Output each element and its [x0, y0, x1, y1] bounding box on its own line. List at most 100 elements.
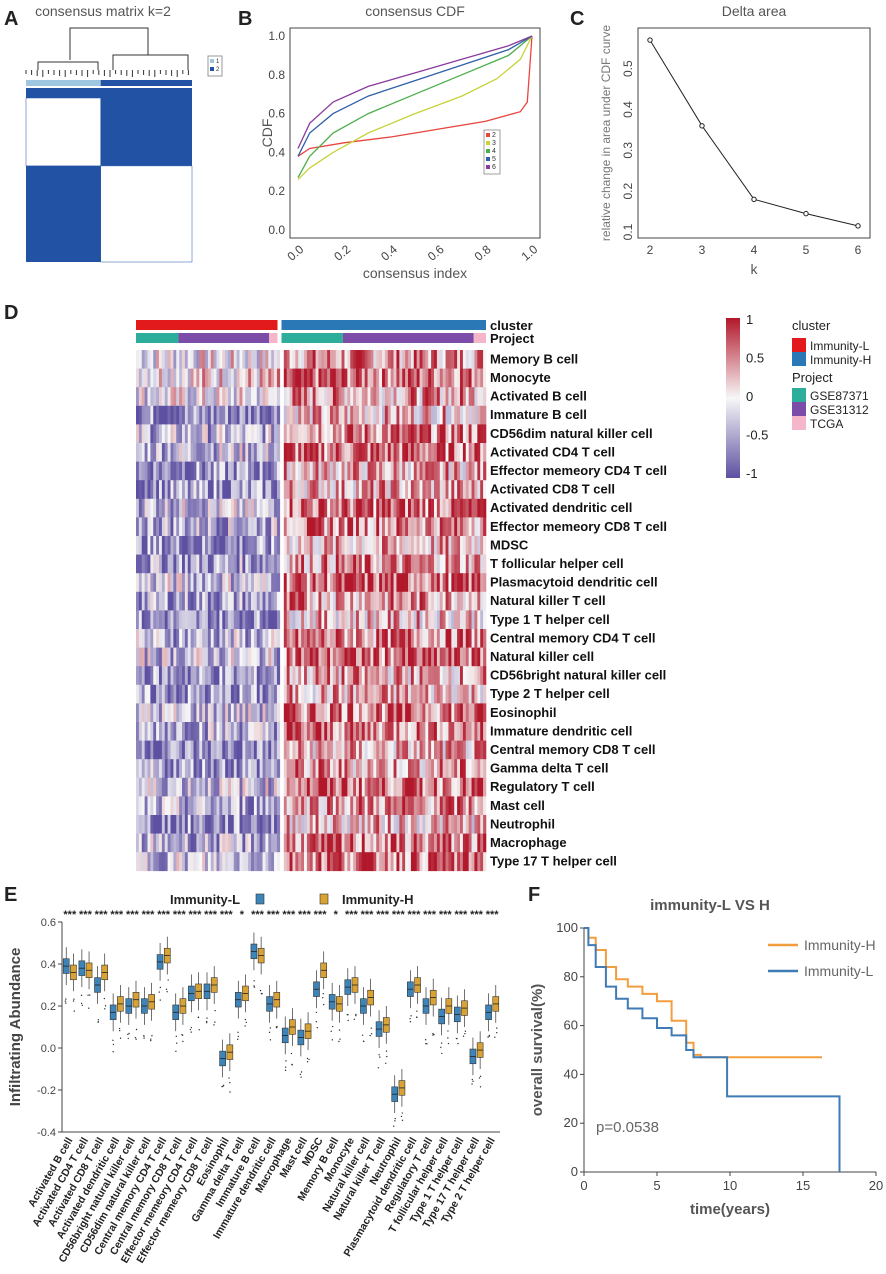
heatmap-cell	[405, 350, 409, 369]
heatmap-cell	[445, 573, 449, 593]
heatmap-cell	[274, 350, 278, 369]
heatmap-cell	[448, 647, 452, 667]
heatmap-cell	[353, 536, 357, 555]
heatmap-cell	[364, 498, 368, 518]
heatmap-cell	[271, 461, 275, 481]
heatmap-cell	[196, 350, 200, 369]
heatmap-cell	[402, 387, 406, 407]
heatmap-cell	[202, 796, 206, 816]
heatmap-cell	[416, 833, 420, 853]
heatmap-cell	[387, 759, 391, 779]
heatmap-cell	[210, 480, 214, 500]
heatmap-cell	[315, 684, 319, 704]
heatmap-cell	[434, 815, 438, 834]
heatmap-cell	[286, 610, 290, 630]
heatmap-cell	[390, 480, 394, 500]
heatmap-cell	[364, 629, 368, 648]
heatmap-cell	[138, 684, 143, 704]
heatmap-cell	[416, 740, 420, 760]
heatmap-cell	[187, 647, 191, 667]
heatmap-cell	[301, 777, 305, 797]
significance-mark: ***	[251, 909, 265, 921]
heatmap-cell	[225, 536, 229, 555]
heatmap-cell	[306, 443, 311, 462]
heatmap-cell	[474, 573, 478, 593]
heatmap-cell	[301, 554, 305, 574]
heatmap-cell	[245, 424, 249, 444]
heatmap-cell	[312, 554, 316, 574]
heatmap-cell	[199, 368, 203, 388]
box-outlier	[362, 1040, 365, 1043]
heatmap-cell	[332, 759, 337, 779]
heatmap-cell	[236, 722, 240, 741]
heatmap-cell	[213, 666, 217, 686]
box-outlier	[377, 1067, 380, 1069]
heatmap-cell	[454, 777, 458, 797]
heatmap-cell	[268, 443, 272, 462]
heatmap-cell	[358, 759, 363, 779]
heatmap-cell	[402, 368, 406, 388]
y-tick-label: 0.2	[41, 1001, 56, 1013]
heatmap-cell	[410, 405, 415, 425]
heatmap-cell	[236, 647, 240, 667]
heatmap-cell	[164, 554, 168, 574]
heatmap-cell	[161, 759, 166, 779]
heatmap-cell	[216, 796, 220, 816]
heatmap-cell	[370, 833, 374, 853]
heatmap-cell	[445, 536, 449, 555]
heatmap-cell	[251, 815, 255, 834]
heatmap-cell	[376, 610, 380, 630]
heatmap-cell	[251, 591, 255, 611]
heatmap-cell	[419, 480, 423, 500]
heatmap-cell	[448, 387, 452, 407]
heatmap-cell	[222, 591, 226, 611]
heatmap-cell	[256, 684, 260, 704]
heatmap-cell	[399, 629, 403, 648]
heatmap-cell	[315, 703, 319, 723]
heatmap-cell	[176, 703, 180, 723]
heatmap-cell	[347, 703, 351, 723]
heatmap-cell	[465, 368, 469, 388]
heatmap-cell	[335, 852, 339, 872]
heatmap-cell	[373, 573, 377, 593]
heatmap-cell	[199, 684, 203, 704]
heatmap-cell	[289, 833, 293, 853]
heatmap-cell	[338, 368, 342, 388]
heatmap-cell	[216, 703, 220, 723]
heatmap-cell	[393, 350, 397, 369]
heatmap-cell	[292, 684, 296, 704]
heatmap-cell	[425, 443, 429, 462]
heatmap-cell	[164, 350, 168, 369]
heatmap-cell	[248, 368, 252, 388]
heatmap-cell	[179, 480, 183, 500]
heatmap-cell	[248, 424, 252, 444]
heatmap-cell	[416, 703, 420, 723]
heatmap-cell	[434, 480, 438, 500]
chart-c-title: Delta area	[722, 3, 787, 19]
heatmap-cell	[361, 777, 365, 797]
heatmap-cell	[330, 480, 334, 500]
heatmap-cell	[332, 573, 337, 593]
heatmap-cell	[344, 796, 348, 816]
matrix-block-white-1	[25, 97, 101, 167]
x-tick-label: 5	[803, 243, 810, 257]
heatmap-cell	[156, 610, 160, 630]
heatmap-cell	[364, 536, 368, 555]
heatmap-cell	[242, 387, 246, 407]
heatmap-cell	[141, 591, 145, 611]
heatmap-cell	[390, 666, 394, 686]
row-label: Mast cell	[490, 798, 545, 813]
heatmap-cell	[179, 536, 183, 555]
heatmap-cell	[213, 591, 217, 611]
heatmap-cell	[182, 405, 186, 425]
heatmap-cell	[387, 405, 391, 425]
heatmap-cell	[306, 722, 311, 741]
heatmap-cell	[153, 722, 157, 741]
heatmap-cell	[159, 350, 163, 369]
box-outlier	[244, 1025, 246, 1027]
heatmap-cell	[222, 610, 226, 630]
heatmap-cell	[416, 759, 420, 779]
matrix-block-dark-1	[100, 98, 192, 166]
heatmap-cell	[344, 852, 348, 872]
heatmap-cell	[364, 461, 368, 481]
